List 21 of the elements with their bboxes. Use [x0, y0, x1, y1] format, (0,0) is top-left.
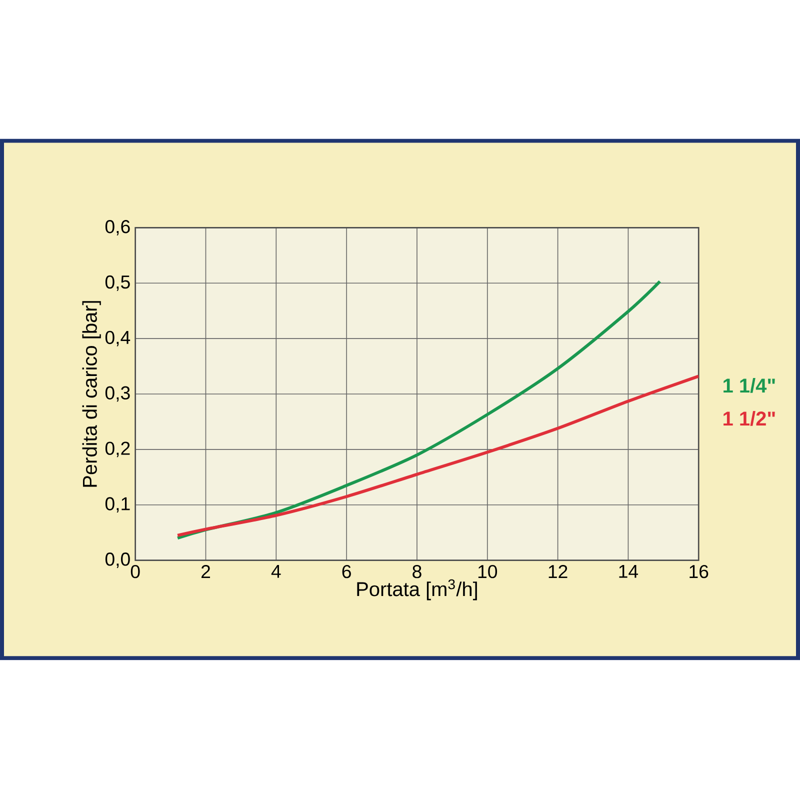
x-tick-label: 14 [619, 565, 638, 578]
y-tick-label: 0,4 [105, 330, 130, 346]
x-tick-label: 10 [478, 564, 498, 578]
text: 1 1/2" [724, 411, 775, 426]
x-tick-label: 16 [690, 564, 708, 578]
x-tick-label: 2 [202, 564, 210, 578]
x-tick-label: 12 [548, 564, 568, 578]
y-tick-label: 0,5 [105, 275, 130, 291]
y-tick-label: 0,1 [105, 497, 130, 513]
x-tick-label: 0 [130, 564, 140, 578]
x-tick-label: 4 [271, 565, 281, 578]
y-tick-label: 0,3 [105, 386, 130, 402]
x-tick-label: 8 [412, 564, 422, 578]
x-tick-label: 6 [342, 564, 351, 578]
text: 1 1/4" [724, 378, 775, 393]
y-tick-label: 0,6 [105, 220, 130, 236]
x-axis-title: Portata [m$^{3}$/h] [357, 579, 477, 600]
y-axis-title: Perdita di carico [bar] [82, 301, 101, 487]
y-tick-label: 0,2 [105, 442, 130, 458]
y-tick-label: 0,0 [105, 552, 130, 568]
line-series [176, 374, 699, 537]
